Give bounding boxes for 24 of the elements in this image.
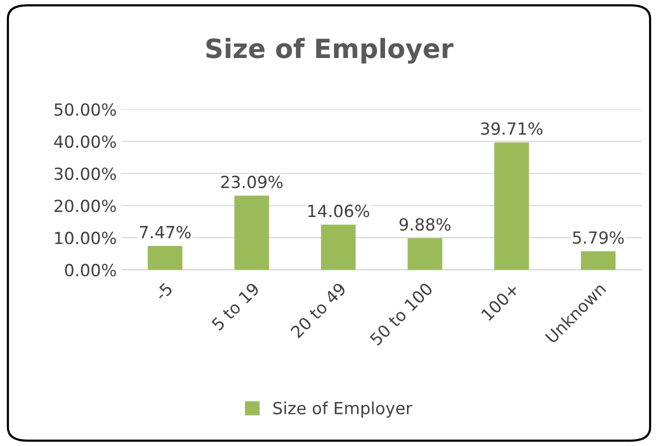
y-tick-label: 20.00%	[54, 200, 116, 212]
y-tick-label: 40.00%	[54, 135, 116, 148]
bar	[408, 238, 442, 270]
bar	[494, 142, 529, 270]
y-tick-label: 0.00%	[65, 264, 116, 276]
data-label: 7.47%	[140, 226, 191, 238]
x-tick-label: 20 to 49	[290, 282, 347, 339]
data-label: 39.71%	[481, 122, 542, 135]
y-tick-label: 50.00%	[54, 103, 116, 116]
data-label: 9.88%	[400, 218, 451, 231]
data-label: 23.09%	[221, 176, 283, 188]
data-label: 5.79%	[573, 231, 624, 244]
y-tick-label: 30.00%	[54, 167, 116, 180]
data-label: 14.06%	[308, 204, 370, 218]
chart-title: Size of Employer	[206, 38, 454, 64]
x-tick-label: 5 to 19	[210, 282, 260, 331]
x-tick-label: 50 to 100	[369, 282, 434, 346]
bar	[320, 224, 356, 270]
bar	[234, 196, 270, 270]
bar	[580, 251, 616, 270]
y-tick-label: 10.00%	[55, 232, 116, 244]
legend-label: Size of Employer	[273, 401, 412, 418]
x-tick-label: -5	[154, 282, 174, 302]
bar	[148, 246, 182, 270]
